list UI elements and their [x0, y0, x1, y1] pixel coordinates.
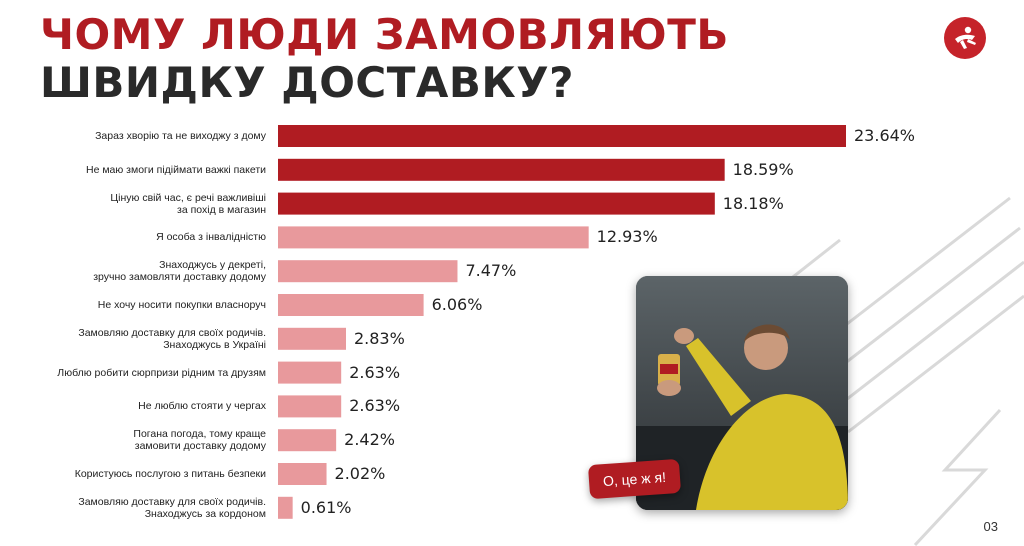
bar-2 [278, 158, 725, 181]
bar-7 [278, 327, 346, 350]
value-label: 0.61% [300, 497, 352, 517]
category-label: Замовляю доставку для своїх родичів. Знах… [78, 326, 266, 351]
category-label: Люблю робити сюрпризи рідним та друзям [57, 366, 266, 379]
photo-caption: О, це ж я! [587, 458, 682, 500]
value-label: 18.18% [722, 193, 784, 213]
value-label: 7.47% [465, 261, 517, 281]
category-label: Я особа з інвалідністю [156, 231, 266, 244]
value-label: 2.83% [353, 328, 405, 348]
category-label: Не хочу носити покупки власноруч [97, 299, 266, 311]
bar-9 [278, 395, 342, 418]
bar-12 [278, 496, 293, 519]
value-label: 2.42% [344, 430, 395, 450]
value-label: 2.63% [349, 362, 401, 382]
value-label: 6.06% [431, 295, 483, 314]
bar-3 [278, 192, 715, 215]
value-label: 12.93% [596, 227, 658, 247]
bar-1 [278, 125, 846, 147]
bar-5 [278, 260, 458, 283]
value-label: 23.64% [854, 126, 916, 145]
bar-11 [278, 463, 327, 485]
category-label: Не маю змоги підіймати важкі пакети [85, 163, 266, 176]
page-title-line-2: ШВИДКУ ДОСТАВКУ? [40, 58, 574, 107]
bar-6 [278, 294, 424, 316]
category-label: Ціную свій час, є речі важливіші за похід… [110, 191, 266, 216]
category-label: Користуюсь послугою з питань безпеки [74, 468, 266, 480]
value-label: 18.59% [732, 159, 794, 179]
value-label: 2.63% [349, 396, 401, 416]
category-label: Знаходжусь у декреті, зручно замовляти до… [93, 259, 266, 284]
category-label: Не люблю стояти у чергах [138, 400, 266, 413]
bar-10 [278, 429, 337, 452]
running-person-logo-icon [944, 17, 986, 59]
value-label: 2.02% [334, 464, 386, 483]
bar-4 [278, 226, 589, 249]
category-label: Погана погода, тому краще замовити достав… [133, 428, 266, 453]
page-title-line-1: ЧОМУ ЛЮДИ ЗАМОВЛЯЮТЬ [40, 10, 729, 59]
category-label: Замовляю доставку для своїх родичів. Знах… [78, 495, 266, 520]
category-label: Зараз хворію та не виходжу з дому [95, 130, 266, 142]
page-number: 03 [983, 519, 998, 534]
bar-8 [278, 361, 342, 384]
